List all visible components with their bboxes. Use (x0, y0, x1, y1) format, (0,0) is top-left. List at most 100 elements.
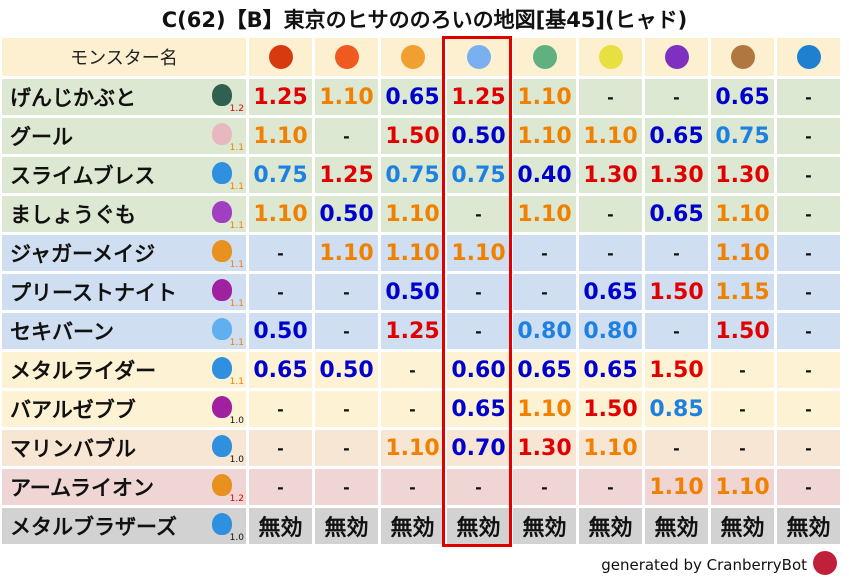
value-cell: - (579, 79, 642, 115)
header-element-5 (579, 38, 642, 76)
value-cell: 1.10 (645, 469, 708, 505)
value-cell: 1.30 (579, 157, 642, 193)
value-cell: 1.10 (711, 469, 774, 505)
value-cell: 0.85 (645, 391, 708, 427)
level-badge: 1.1 (229, 260, 244, 270)
value-cell: 1.25 (249, 79, 312, 115)
value-cell: - (249, 274, 312, 310)
value-cell: 0.65 (513, 352, 576, 388)
monster-name: アームライオン (10, 476, 155, 500)
table-row: マリンバブル 1.0- -1.10 0.70 1.30 1.10- - - (2, 430, 840, 466)
header-monster-name: モンスター名 (2, 38, 246, 76)
value-cell: 0.50 (447, 118, 510, 154)
value-cell: 0.80 (579, 313, 642, 349)
value-cell: - (315, 313, 378, 349)
header-element-6 (645, 38, 708, 76)
value-cell: - (711, 391, 774, 427)
level-badge: 1.0 (229, 533, 244, 543)
footer-credit: generated by CranberryBot (601, 556, 807, 574)
value-cell: - (645, 79, 708, 115)
value-cell: 1.50 (381, 118, 444, 154)
value-cell: 0.65 (645, 118, 708, 154)
value-cell: - (711, 352, 774, 388)
value-cell: 無効 (381, 508, 444, 544)
monster-name-cell: アームライオン 1.2 (2, 469, 246, 505)
value-cell: 1.10 (447, 235, 510, 271)
value-cell: 無効 (645, 508, 708, 544)
explosion-icon (400, 45, 425, 69)
value-cell: 0.75 (381, 157, 444, 193)
monster-name-cell: ジャガーメイジ 1.1 (2, 235, 246, 271)
monster-name-cell: スライムブレス 1.1 (2, 157, 246, 193)
monster-name: マリンバブル (10, 437, 136, 461)
header-element-3 (447, 38, 510, 76)
value-cell: 無効 (447, 508, 510, 544)
value-cell: 1.10 (249, 118, 312, 154)
value-cell: 1.10 (381, 235, 444, 271)
value-cell: 無効 (249, 508, 312, 544)
value-cell: - (645, 313, 708, 349)
paw-icon (212, 240, 232, 262)
value-cell: 無効 (315, 508, 378, 544)
monster-name-cell: グール 1.1 (2, 118, 246, 154)
value-cell: 1.10 (711, 196, 774, 232)
value-cell: 1.10 (513, 79, 576, 115)
resistance-table: モンスター名 げんじかぶと 1.2 1.25 1.10 0.65 1.25 1.10- -0.… (0, 35, 843, 547)
table-row: メタルライダー 1.1 0.65 0.50-0.60 0.65 0.65 1.50- - (2, 352, 840, 388)
level-badge: 1.1 (229, 143, 244, 153)
bug-icon (212, 84, 232, 106)
monster-name: グール (10, 125, 73, 149)
monster-name: バアルゼブブ (10, 398, 136, 422)
value-cell: 0.50 (315, 352, 378, 388)
value-cell: - (447, 313, 510, 349)
value-cell: - (645, 235, 708, 271)
header-element-2 (381, 38, 444, 76)
header-row: モンスター名 (2, 38, 840, 76)
value-cell: - (315, 469, 378, 505)
slime-icon (212, 357, 232, 379)
value-cell: - (777, 391, 840, 427)
value-cell: 1.50 (645, 274, 708, 310)
level-badge: 1.1 (229, 377, 244, 387)
header-element-4 (513, 38, 576, 76)
value-cell: 1.15 (711, 274, 774, 310)
value-cell: - (777, 118, 840, 154)
value-cell: 1.30 (711, 157, 774, 193)
value-cell: 0.65 (381, 79, 444, 115)
value-cell: 1.25 (447, 79, 510, 115)
table-row: アームライオン 1.2- - - - - -1.10 1.10- (2, 469, 840, 505)
monster-name: メタルブラザーズ (10, 515, 177, 539)
level-badge: 1.1 (229, 338, 244, 348)
drop-icon (212, 318, 232, 340)
monster-name-cell: メタルライダー 1.1 (2, 352, 246, 388)
value-cell: 0.75 (711, 118, 774, 154)
monster-name: ましょうぐも (10, 203, 136, 227)
value-cell: 1.10 (249, 196, 312, 232)
wind-icon (532, 45, 557, 69)
value-cell: 1.30 (645, 157, 708, 193)
value-cell: 1.50 (711, 313, 774, 349)
earth-icon (730, 45, 755, 69)
header-element-1 (315, 38, 378, 76)
monster-name: セキバーン (10, 320, 114, 344)
value-cell: - (777, 469, 840, 505)
value-cell: 1.50 (579, 391, 642, 427)
slime-icon (212, 513, 232, 535)
value-cell: 1.25 (315, 157, 378, 193)
table-row: プリーストナイト 1.1- -0.50- -0.65 1.50 1.15- (2, 274, 840, 310)
monster-name-cell: ましょうぐも 1.1 (2, 196, 246, 232)
monster-name: ジャガーメイジ (10, 242, 156, 266)
value-cell: - (777, 79, 840, 115)
value-cell: - (777, 196, 840, 232)
value-cell: 無効 (579, 508, 642, 544)
value-cell: 0.50 (381, 274, 444, 310)
value-cell: - (447, 196, 510, 232)
table-row: セキバーン 1.1 0.50-1.25-0.80 0.80-1.50- (2, 313, 840, 349)
trident-icon (212, 279, 232, 301)
value-cell: 0.65 (249, 352, 312, 388)
value-cell: - (777, 430, 840, 466)
header-element-0 (249, 38, 312, 76)
trident-icon (212, 396, 232, 418)
value-cell: 1.10 (579, 118, 642, 154)
monster-name-cell: マリンバブル 1.0 (2, 430, 246, 466)
